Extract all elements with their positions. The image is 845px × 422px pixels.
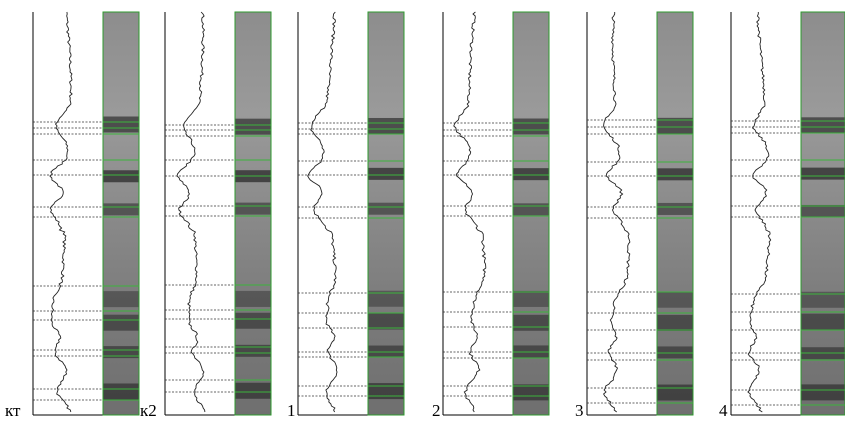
gel-band [513,118,549,135]
profile [176,11,206,413]
lane: 2 [432,11,550,420]
lane: кт [5,11,140,420]
gel-band [513,168,549,181]
gel-frame [512,11,550,416]
gel-band [801,384,845,401]
profile [453,11,487,413]
lane: к2 [140,11,272,420]
gel-band [103,203,139,216]
gel-band [513,290,549,307]
lane: 3 [575,11,694,420]
lane-label: 4 [719,401,728,420]
lane: 4 [719,11,845,420]
lane-label: 2 [432,401,441,420]
profile [49,11,73,413]
gel-frame [367,11,405,416]
gel-band [657,384,693,401]
gel-band [235,290,271,307]
gel-band [513,384,549,401]
gel [513,12,549,415]
lane-label: к2 [140,401,157,420]
gel-band [368,383,404,400]
profile [747,12,772,413]
gel-frame [234,11,272,416]
gel-band [801,117,845,134]
gel-band [235,382,271,399]
gel-band [801,204,845,217]
gel-band [368,202,404,215]
gel-frame [656,11,694,416]
gel [235,12,271,415]
gel-band [235,344,271,357]
gel-band [657,202,693,215]
gel-band [103,314,139,331]
gel [657,12,693,415]
gel-band [235,202,271,215]
gel-band [801,291,845,308]
gel-band [657,314,693,331]
gel-band [801,313,845,330]
gel-band [513,314,549,331]
profile [603,12,631,413]
lane-label: 3 [575,401,584,420]
gel-band [368,290,404,307]
gel-band [657,117,693,134]
profile [307,11,338,413]
gel-band [368,117,404,134]
gel-band [368,313,404,330]
gel-band [657,346,693,359]
gel-band [513,345,549,358]
gel-band [235,118,271,135]
gel [103,12,139,415]
gel-frame [800,11,845,416]
gel-band [103,170,139,183]
lane: 1 [287,11,405,420]
gel-band [103,116,139,133]
gel-band [657,168,693,181]
gel-band [103,291,139,308]
gel-band [103,346,139,359]
gel-band [103,383,139,400]
lane-label: кт [5,401,21,420]
gel [368,12,404,415]
gel-band [801,167,845,180]
lane-label: 1 [287,401,296,420]
gel [801,12,845,415]
gel-band [235,312,271,329]
gel-frame [102,11,140,416]
gel-band [657,291,693,308]
gel-band [513,203,549,216]
gel-band [368,167,404,180]
